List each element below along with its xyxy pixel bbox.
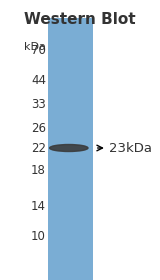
Bar bbox=[48, 18, 93, 280]
Text: 26: 26 bbox=[31, 122, 46, 134]
Text: 33: 33 bbox=[31, 99, 46, 111]
Text: 10: 10 bbox=[31, 230, 46, 242]
Ellipse shape bbox=[50, 144, 88, 151]
Text: Western Blot: Western Blot bbox=[24, 12, 136, 27]
Text: kDa: kDa bbox=[24, 42, 46, 52]
Text: 18: 18 bbox=[31, 164, 46, 176]
Text: 14: 14 bbox=[31, 200, 46, 213]
Text: 70: 70 bbox=[31, 43, 46, 57]
Text: 23kDa: 23kDa bbox=[109, 141, 152, 155]
Text: 22: 22 bbox=[31, 141, 46, 155]
Text: 44: 44 bbox=[31, 74, 46, 87]
